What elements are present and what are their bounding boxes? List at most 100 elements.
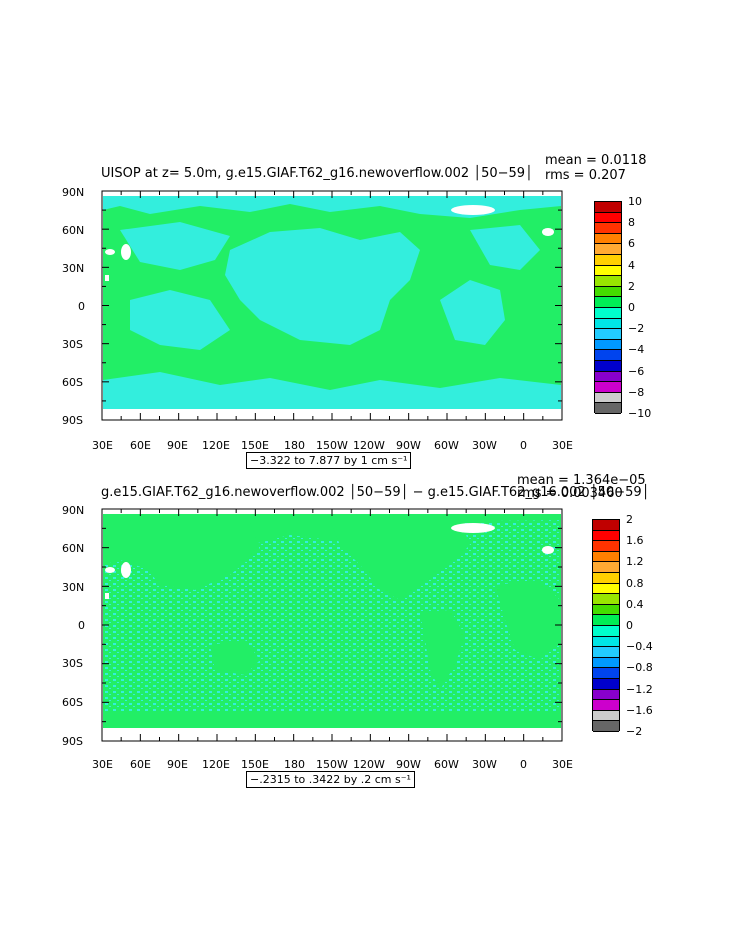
- colorbar-label: −10: [628, 407, 652, 420]
- colorbar-cell: [593, 562, 619, 573]
- colorbar-label: 0: [626, 619, 633, 632]
- panel-1-title: UISOP at z= 5.0m, g.e15.GIAF.T62_g16.new…: [101, 166, 533, 181]
- xtick-label: 60E: [130, 439, 151, 452]
- panel-2-land-south-america: [420, 610, 465, 690]
- colorbar-label: 1.6: [626, 534, 644, 548]
- panel-1-cyan-atlantic: [440, 280, 505, 345]
- colorbar-label: −2: [628, 322, 645, 336]
- xtick-label: 90E: [167, 758, 188, 771]
- colorbar-cell: [595, 265, 621, 277]
- colorbar-cell: [593, 626, 619, 637]
- colorbar-label: 0.8: [626, 576, 644, 590]
- colorbar-label: 10: [628, 195, 642, 208]
- colorbar-cell: [593, 636, 619, 648]
- colorbar-label: 8: [628, 216, 635, 230]
- ytick-label: 30S: [62, 657, 83, 670]
- panel-1-tickmarks: [101, 190, 563, 421]
- ytick-label: 60S: [62, 696, 83, 709]
- xtick-label: 120E: [202, 439, 230, 452]
- colorbar-cell: [593, 679, 619, 690]
- colorbar-cell: [593, 520, 619, 531]
- colorbar-cell: [593, 647, 619, 658]
- xtick-label: 0: [520, 758, 527, 771]
- colorbar-label: −6: [628, 364, 645, 378]
- colorbar-label: 6: [628, 237, 635, 251]
- xtick-label: 180: [284, 439, 305, 452]
- colorbar-cell: [593, 710, 619, 722]
- colorbar-cell: [595, 255, 621, 266]
- colorbar-label: −1.6: [626, 703, 653, 717]
- xtick-label: 150W: [316, 758, 348, 771]
- panel-2-title: g.e15.GIAF.T62_g16.newoverflow.002 │50−5…: [101, 485, 650, 500]
- panel-2-ocean: [101, 508, 563, 742]
- ytick-label: 0: [78, 619, 85, 632]
- colorbar-label: 2: [628, 279, 635, 293]
- xtick-label: 180: [284, 758, 305, 771]
- xtick-label: 30E: [552, 758, 573, 771]
- colorbar-cell: [593, 721, 619, 732]
- colorbar-cell: [593, 551, 619, 563]
- panel-2-tickmarks: [101, 508, 563, 742]
- colorbar-cell: [595, 382, 621, 393]
- colorbar-label: −0.8: [626, 661, 653, 675]
- panel-2-mean: mean = 1.364e−05: [517, 473, 646, 488]
- colorbar-cell: [593, 604, 619, 616]
- ytick-label: 0: [78, 300, 85, 313]
- colorbar-cell: [593, 583, 619, 595]
- ytick-label: 60N: [62, 542, 85, 555]
- panel-2-contour-caption: −.2315 to .3422 by .2 cm s⁻¹: [246, 771, 415, 788]
- ytick-label: 90N: [62, 186, 85, 199]
- colorbar-cell: [595, 318, 621, 330]
- panel-1-contour-caption: −3.322 to 7.877 by 1 cm s⁻¹: [246, 452, 412, 469]
- panel-2-rms: rms = 0.003460: [517, 486, 623, 501]
- colorbar-cell: [593, 530, 619, 542]
- colorbar-label: −2: [626, 725, 643, 738]
- colorbar-cell: [595, 392, 621, 404]
- colorbar-cell: [593, 700, 619, 711]
- colorbar-label: 2: [626, 513, 633, 526]
- ytick-label: 60N: [62, 224, 85, 237]
- ytick-label: 30S: [62, 338, 83, 351]
- xtick-label: 60W: [434, 758, 459, 771]
- panel-1-mean: mean = 0.0118: [545, 153, 647, 168]
- colorbar-cell: [595, 361, 621, 372]
- colorbar-label: 0.4: [626, 597, 644, 611]
- panel-1-land-greenland: [451, 205, 495, 215]
- panel-1-cyan-pacific: [225, 228, 420, 345]
- colorbar-cell: [595, 350, 621, 361]
- xtick-label: 90E: [167, 439, 188, 452]
- panel-2-colorbar: [592, 519, 620, 732]
- ytick-label: 30N: [62, 581, 85, 594]
- colorbar-cell: [595, 329, 621, 340]
- xtick-label: 30E: [552, 439, 573, 452]
- xtick-label: 120W: [353, 439, 385, 452]
- colorbar-label: −1.2: [626, 682, 653, 696]
- panel-2-land-australia: [210, 640, 260, 675]
- ytick-label: 30N: [62, 262, 85, 275]
- xtick-label: 150E: [241, 758, 269, 771]
- ytick-label: 90N: [62, 504, 85, 517]
- xtick-label: 150E: [241, 439, 269, 452]
- colorbar-cell: [593, 615, 619, 626]
- panel-2-land-greenland: [451, 523, 495, 533]
- xtick-label: 90W: [396, 758, 421, 771]
- colorbar-cell: [595, 212, 621, 224]
- colorbar-cell: [595, 276, 621, 287]
- colorbar-label: −8: [628, 385, 645, 399]
- panel-1-cyan-southern: [103, 372, 561, 409]
- colorbar-cell: [593, 668, 619, 679]
- colorbar-cell: [595, 297, 621, 308]
- xtick-label: 60W: [434, 439, 459, 452]
- colorbar-cell: [593, 594, 619, 605]
- panel-2-land-asia: [130, 520, 260, 590]
- ytick-label: 60S: [62, 376, 83, 389]
- xtick-label: 30E: [92, 439, 113, 452]
- colorbar-label: 1.2: [626, 555, 644, 569]
- colorbar-label: −0.4: [626, 640, 653, 654]
- panel-2-land-africa: [495, 580, 561, 660]
- xtick-label: 150W: [316, 439, 348, 452]
- colorbar-cell: [595, 308, 621, 319]
- panel-1-ocean: [101, 190, 563, 421]
- colorbar-label: 4: [628, 258, 635, 272]
- colorbar-cell: [593, 573, 619, 584]
